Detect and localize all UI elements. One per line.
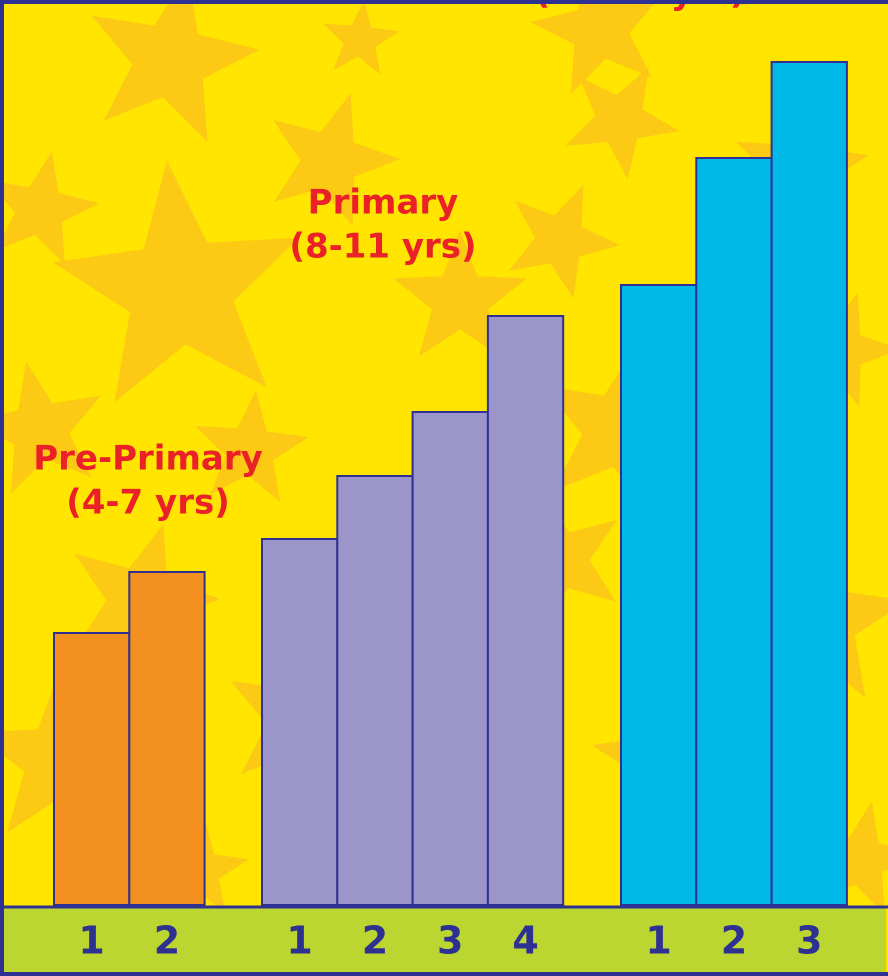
bar — [54, 633, 129, 905]
bar — [621, 285, 696, 905]
group-subtitle: (8-11 yrs) — [289, 227, 476, 267]
category-label: 2 — [362, 919, 388, 963]
bar — [413, 412, 488, 905]
group-subtitle: (4-7 yrs) — [66, 483, 230, 523]
bar — [337, 476, 412, 905]
category-label: 1 — [286, 919, 312, 963]
chart: Pre-Primary(4-7 yrs)Primary(8-11 yrs)Sec… — [0, 0, 888, 976]
category-label: 2 — [721, 919, 747, 963]
category-label: 1 — [78, 919, 104, 963]
bar — [262, 539, 337, 905]
category-label: 2 — [154, 919, 180, 963]
category-label: 1 — [645, 919, 671, 963]
bar — [488, 316, 563, 905]
group-title: Pre-Primary — [33, 439, 263, 479]
bar — [696, 158, 771, 905]
group-title: Primary — [308, 183, 459, 223]
category-label: 4 — [512, 919, 538, 963]
bar — [772, 62, 847, 905]
category-label: 3 — [437, 919, 463, 963]
bar — [129, 572, 204, 905]
category-label: 3 — [796, 919, 822, 963]
